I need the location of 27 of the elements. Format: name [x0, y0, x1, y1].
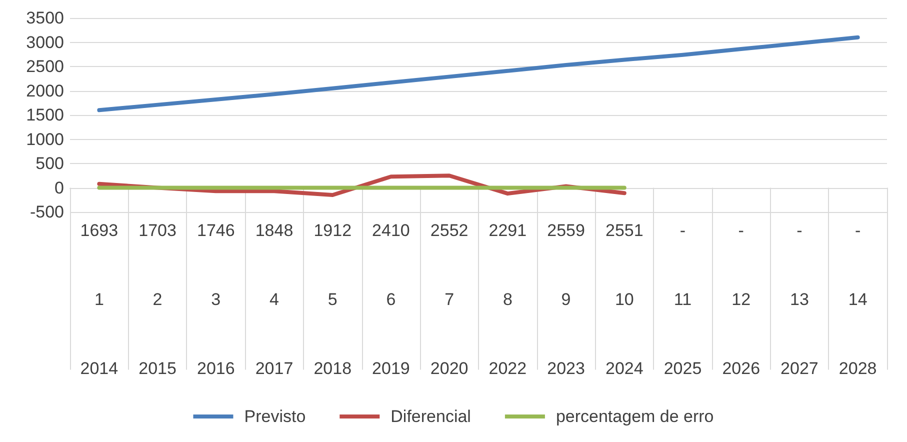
category-label: 2291 8 2022 [488, 221, 527, 378]
category-label: 1912 5 2018 [314, 221, 352, 378]
y-tick-label: 1500 [26, 106, 64, 124]
legend-label: Diferencial [390, 407, 471, 426]
y-tick-label: 0 [54, 178, 64, 198]
y-tick-label: -500 [30, 202, 64, 222]
category-label: 1746 3 2016 [196, 221, 235, 378]
legend-label: Previsto [244, 407, 306, 426]
y-tick-label: 2000 [26, 81, 64, 100]
category-label: 2410 6 2019 [372, 221, 410, 378]
category-label: - 12 2026 [722, 221, 760, 378]
category-label: - 14 2028 [838, 221, 877, 378]
legend-label: percentagem de erro [556, 407, 714, 426]
category-label: 2559 9 2023 [547, 221, 585, 378]
y-tick-label: 2500 [26, 57, 64, 76]
y-tick-label: 3000 [26, 32, 64, 52]
y-tick-label: 1000 [26, 130, 64, 149]
category-label: 2552 7 2020 [430, 221, 468, 378]
category-label: 1693 1 2014 [80, 221, 118, 378]
category-label: 1703 2 2015 [138, 221, 176, 378]
line-series [97, 35, 860, 112]
category-label: - 11 2025 [664, 221, 702, 378]
y-tick-label: 500 [36, 154, 64, 173]
y-tick-label: 3500 [26, 8, 64, 28]
category-label: - 13 2027 [780, 221, 818, 378]
category-label: 1848 4 2017 [255, 221, 294, 378]
category-label: 2551 10 2024 [605, 221, 644, 378]
